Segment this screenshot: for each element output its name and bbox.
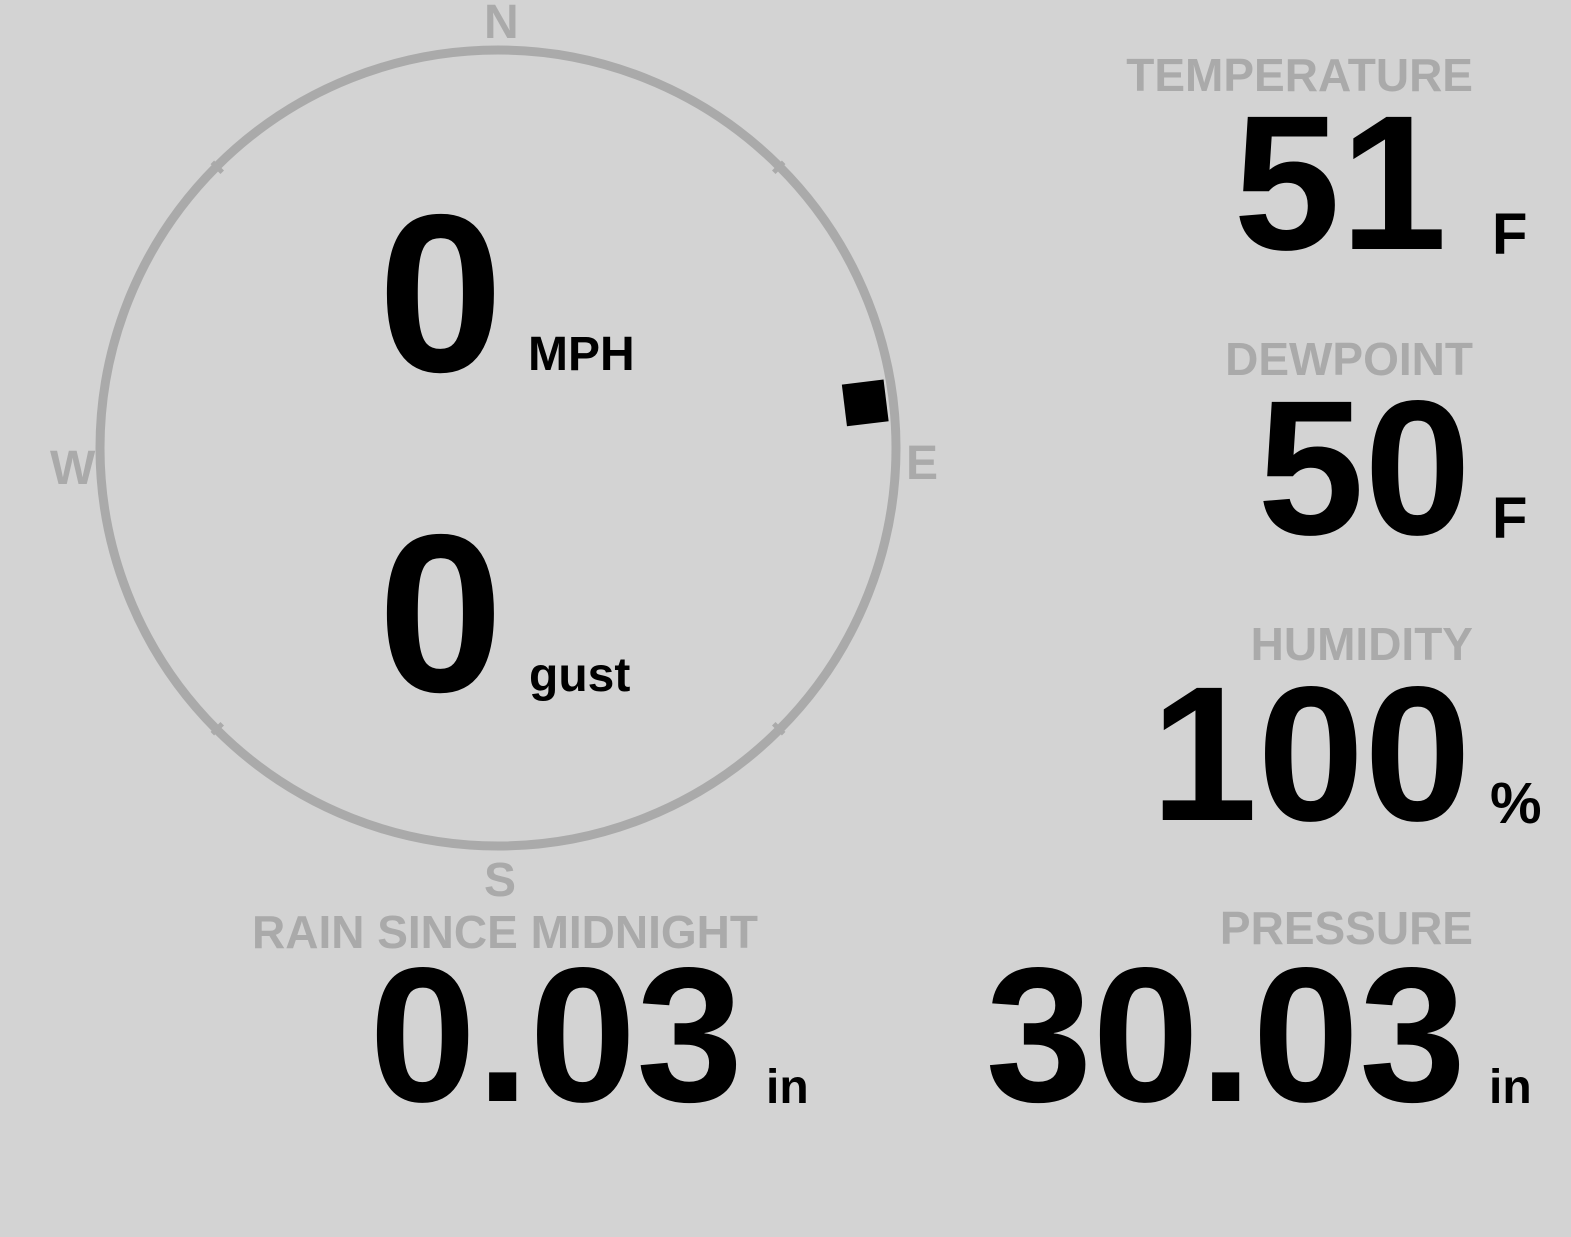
compass-north-label: N xyxy=(484,0,519,49)
pressure-label: PRESSURE xyxy=(1219,902,1473,954)
rain-unit: in xyxy=(766,1061,809,1114)
wind-gust-label: gust xyxy=(529,649,631,702)
humidity-label: HUMIDITY xyxy=(1250,618,1473,670)
dewpoint-value: 50 xyxy=(1257,360,1471,575)
compass-south-label: S xyxy=(484,854,517,907)
compass-tick xyxy=(772,160,786,174)
humidity-unit: % xyxy=(1490,771,1542,836)
wind-speed-unit: MPH xyxy=(528,328,635,381)
compass-tick xyxy=(772,722,786,736)
compass-east-label: E xyxy=(906,437,939,490)
pressure-unit: in xyxy=(1489,1061,1532,1114)
compass-ring xyxy=(95,45,901,851)
wind-gust-value: 0 xyxy=(378,487,504,739)
compass-tick xyxy=(210,160,224,174)
temperature-unit: F xyxy=(1492,202,1528,267)
dewpoint-label: DEWPOINT xyxy=(1225,333,1473,385)
temperature-value: 51 xyxy=(1233,75,1447,290)
rain-label: RAIN SINCE MIDNIGHT xyxy=(252,906,758,958)
humidity-value: 100 xyxy=(1150,646,1471,861)
compass-tick xyxy=(210,722,224,736)
temperature-label: TEMPERATURE xyxy=(1126,49,1473,101)
wind-direction-marker xyxy=(841,379,889,427)
wind-speed-value: 0 xyxy=(378,167,504,419)
dewpoint-unit: F xyxy=(1492,486,1528,551)
compass-west-label: W xyxy=(50,442,96,495)
rain-value: 0.03 xyxy=(369,927,743,1142)
pressure-value: 30.03 xyxy=(985,927,1466,1142)
